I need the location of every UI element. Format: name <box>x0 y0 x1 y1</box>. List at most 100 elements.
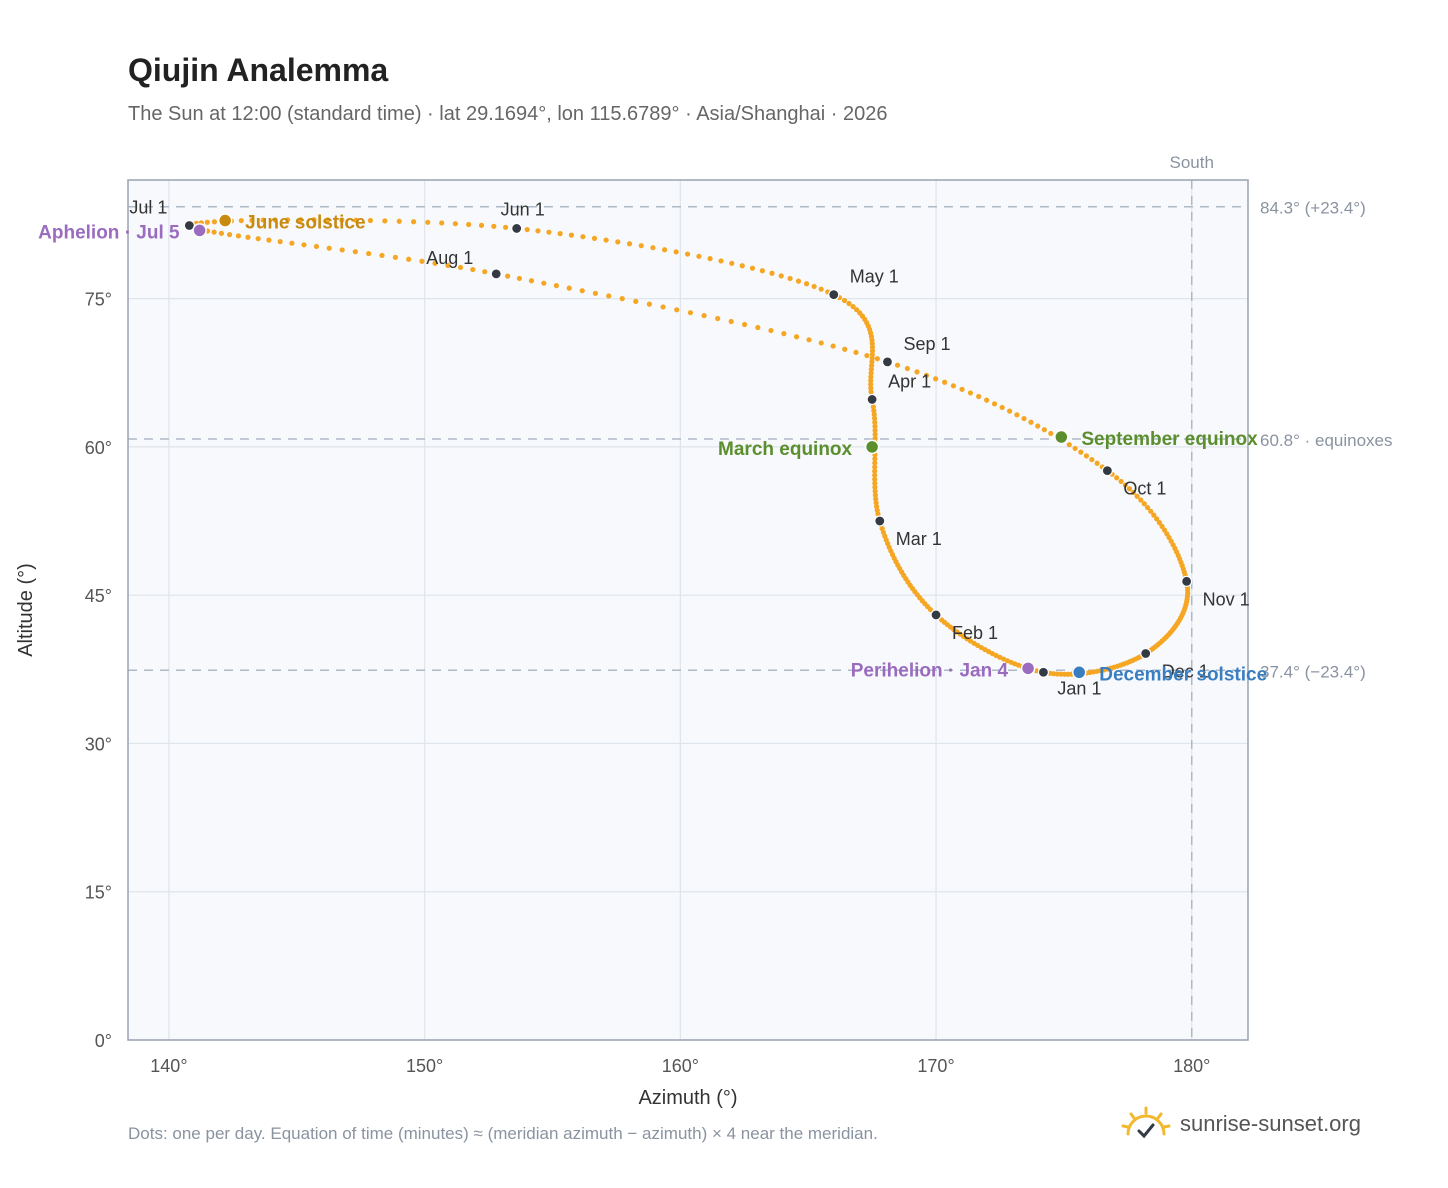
event-marker <box>864 439 880 455</box>
daily-sun-dot <box>557 231 563 237</box>
daily-sun-dot <box>1048 430 1054 437</box>
chart-subtitle: The Sun at 12:00 (standard time) · lat 2… <box>128 103 888 125</box>
daily-sun-dot <box>491 223 497 229</box>
x-tick-label: 150° <box>406 1056 443 1076</box>
daily-sun-dot <box>289 240 295 246</box>
daily-sun-dot <box>868 377 874 384</box>
month-marker <box>1101 465 1113 477</box>
daily-sun-dot <box>546 229 552 235</box>
daily-sun-dot <box>419 258 425 264</box>
month-marker <box>874 515 886 527</box>
y-tick-label: 75° <box>85 290 112 310</box>
brand-name[interactable]: sunrise-sunset.org <box>1180 1111 1361 1136</box>
daily-sun-dot <box>729 260 735 266</box>
plot-background <box>128 180 1248 1040</box>
daily-sun-dot <box>277 239 283 245</box>
daily-sun-dot <box>806 337 812 343</box>
x-tick-label: 140° <box>150 1056 187 1076</box>
daily-sun-dot <box>1154 516 1160 522</box>
daily-sun-dot <box>211 229 217 235</box>
daily-sun-dot <box>439 220 445 226</box>
daily-sun-dot <box>1078 449 1084 455</box>
daily-sun-dot <box>914 369 920 375</box>
daily-sun-dot <box>516 275 523 282</box>
daily-sun-dot <box>872 480 878 486</box>
daily-sun-dot <box>245 234 251 240</box>
brand-logo[interactable]: sunrise-sunset.org <box>1120 1102 1361 1146</box>
daily-sun-dot <box>524 226 530 233</box>
daily-sun-dot <box>466 221 472 228</box>
daily-sun-dot <box>707 256 713 262</box>
daily-sun-dot <box>868 385 874 391</box>
x-tick-label: 170° <box>917 1056 954 1076</box>
daily-sun-dot <box>285 217 291 223</box>
daily-sun-dot <box>857 310 863 316</box>
daily-sun-dot <box>1028 419 1034 425</box>
daily-sun-dot <box>846 300 852 307</box>
daily-sun-dot <box>272 217 278 223</box>
daily-sun-dot <box>872 468 878 474</box>
reference-lines: 84.3° (+23.4°) 60.8° · equinoxes 37.4° (−2… <box>128 153 1393 1040</box>
daily-sun-dot <box>696 253 702 259</box>
daily-sun-dot <box>646 301 652 307</box>
daily-sun-dot <box>872 423 878 429</box>
daily-sun-dot <box>874 356 880 362</box>
daily-sun-dot <box>701 312 707 319</box>
daily-sun-dot <box>382 218 388 224</box>
daily-sun-dot <box>1151 512 1157 518</box>
daily-sun-dot <box>1065 671 1071 677</box>
daily-sun-dot <box>872 419 878 425</box>
daily-sun-dot <box>718 258 724 264</box>
daily-sun-dot <box>871 415 878 422</box>
daily-sun-dot <box>478 222 485 228</box>
event-markers: June solstice Aphelion · Jul 5 March equin… <box>38 213 1267 686</box>
event-label: September equinox <box>1081 429 1258 450</box>
daily-sun-dot <box>255 236 261 242</box>
daily-sun-dot <box>606 293 612 299</box>
daily-sun-dot <box>301 242 307 248</box>
month-label: Nov 1 <box>1203 589 1250 609</box>
daily-sun-dot <box>1118 478 1124 485</box>
month-markers: Jan 1 Feb 1 Mar 1 Apr 1 May 1 Jun 1 Jul 1 Aug 1… <box>129 197 1249 698</box>
daily-sun-dot <box>872 488 878 494</box>
daily-sun-dot <box>728 318 734 325</box>
event-label: Aphelion · Jul 5 <box>38 222 180 243</box>
month-label: Sep 1 <box>903 334 950 354</box>
daily-sun-dot <box>795 278 802 284</box>
daily-sun-dot <box>873 496 879 502</box>
daily-sun-dot <box>457 264 464 271</box>
daily-sun-dot <box>445 262 451 268</box>
x-tick-label: 160° <box>662 1056 699 1076</box>
event-marker <box>192 223 207 238</box>
month-label: Oct 1 <box>1123 479 1166 499</box>
daily-sun-dot <box>482 269 488 275</box>
daily-sun-dot <box>311 217 317 223</box>
daily-sun-dot <box>325 217 331 223</box>
daily-sun-dot <box>803 281 810 287</box>
daily-sun-dot <box>235 233 242 239</box>
daily-sun-dot <box>366 250 372 257</box>
daily-sun-dot <box>353 217 359 223</box>
daily-sun-dot <box>1083 453 1090 459</box>
daily-sun-dot <box>1161 527 1168 533</box>
daily-sun-dot <box>755 324 761 331</box>
daily-sun-dot <box>226 231 233 238</box>
chart-title: Qiujin Analemma <box>128 52 389 88</box>
daily-sun-dot <box>872 427 878 433</box>
daily-sun-dot <box>553 283 560 289</box>
daily-sun-dot <box>541 280 547 286</box>
month-marker <box>881 356 894 368</box>
daily-sun-dot <box>638 243 644 249</box>
y-axis-label: Altitude (°) <box>15 563 37 657</box>
month-label: Jan 1 <box>1057 678 1101 698</box>
daily-sun-dot <box>1130 489 1136 496</box>
daily-sun-dot <box>841 297 848 304</box>
daily-sun-dot <box>864 352 870 359</box>
event-marker <box>1071 665 1087 680</box>
daily-sun-dot <box>959 386 965 392</box>
daily-sun-dot <box>811 283 817 290</box>
daily-sun-dot <box>868 374 874 380</box>
daily-sun-dot <box>470 266 476 273</box>
event-marker <box>1020 661 1036 676</box>
daily-sun-dot <box>266 237 272 243</box>
